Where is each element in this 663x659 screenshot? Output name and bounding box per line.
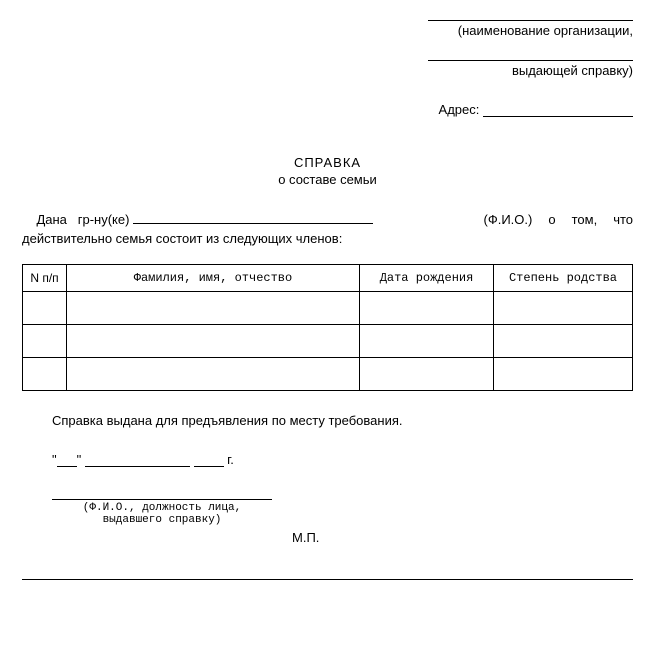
table-row [23, 291, 633, 324]
word-o: о [548, 212, 555, 227]
word-tom: том, [572, 212, 598, 227]
cell[interactable] [67, 324, 360, 357]
col-header-n: N п/п [23, 264, 67, 291]
cell[interactable] [494, 357, 633, 390]
word-chto: что [613, 212, 633, 227]
sign-caption-2: выдавшего справку) [103, 514, 222, 526]
fio-abbr: (Ф.И.О.) [484, 212, 533, 227]
cell[interactable] [23, 324, 67, 357]
address-row: Адрес: [22, 102, 633, 117]
day-field[interactable] [57, 454, 77, 467]
intro-prefix: Дана гр-ну(ке) [22, 212, 129, 227]
issuer-caption: выдающей справку) [428, 60, 633, 80]
cell[interactable] [360, 291, 494, 324]
signature-block: (Ф.И.О., должность лица, выдавшего справ… [22, 499, 633, 545]
address-label: Адрес: [439, 102, 480, 117]
month-field[interactable] [85, 454, 190, 467]
cell[interactable] [23, 291, 67, 324]
quote-close: " [77, 452, 82, 467]
col-header-date: Дата рождения [360, 264, 494, 291]
fio-field[interactable] [133, 211, 373, 224]
members-table: N п/п Фамилия, имя, отчество Дата рожден… [22, 264, 633, 391]
address-field[interactable] [483, 102, 633, 117]
table-header-row: N п/п Фамилия, имя, отчество Дата рожден… [23, 264, 633, 291]
intro-line2: действительно семья состоит из следующих… [22, 231, 633, 246]
title-block: СПРАВКА о составе семьи [22, 155, 633, 187]
cell[interactable] [23, 357, 67, 390]
cell[interactable] [360, 357, 494, 390]
cell[interactable] [494, 291, 633, 324]
signature-line[interactable]: (Ф.И.О., должность лица, выдавшего справ… [52, 499, 272, 526]
cell[interactable] [494, 324, 633, 357]
title-main: СПРАВКА [22, 155, 633, 170]
header-block: (наименование организации, выдающей спра… [22, 20, 633, 80]
col-header-fio: Фамилия, имя, отчество [67, 264, 360, 291]
cell[interactable] [67, 357, 360, 390]
date-row: "" г. [22, 452, 633, 467]
document-page: (наименование организации, выдающей спра… [0, 0, 663, 659]
seal-mark: М.П. [292, 530, 319, 545]
year-field[interactable] [194, 454, 224, 467]
cell[interactable] [360, 324, 494, 357]
sign-caption-1: (Ф.И.О., должность лица, [83, 502, 241, 514]
table-row [23, 324, 633, 357]
table-row [23, 357, 633, 390]
year-suffix: г. [227, 452, 234, 467]
bottom-rule [22, 579, 633, 580]
purpose-note: Справка выдана для предъявления по месту… [22, 413, 633, 428]
title-sub: о составе семьи [22, 172, 633, 187]
col-header-rel: Степень родства [494, 264, 633, 291]
org-name-caption: (наименование организации, [428, 20, 633, 40]
intro-paragraph: Дана гр-ну(ке) (Ф.И.О.) о том, что дейст… [22, 211, 633, 246]
cell[interactable] [67, 291, 360, 324]
